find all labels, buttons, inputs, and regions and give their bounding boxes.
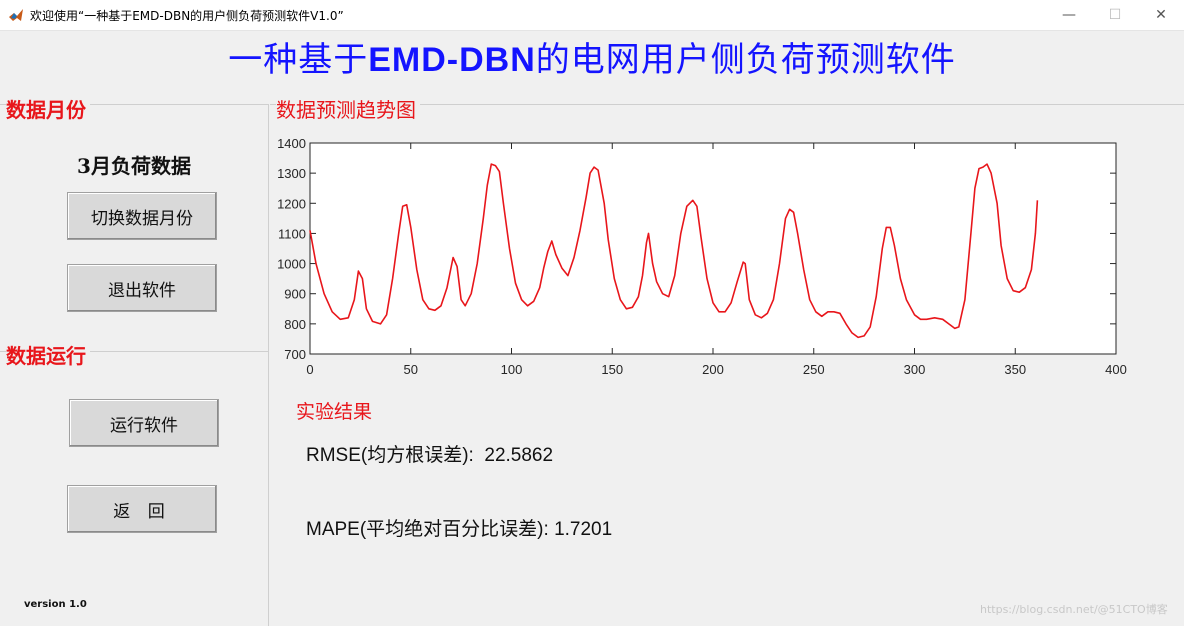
trend-section-label: 数据预测趋势图 — [276, 94, 420, 123]
x-tick-label: 200 — [702, 362, 724, 377]
run-section-label: 数据运行 — [6, 340, 90, 369]
app-heading-post: 的电网用户侧负荷预测软件 — [535, 40, 956, 80]
results-title: 实验结果 — [296, 401, 373, 423]
y-tick-label: 900 — [284, 287, 306, 302]
window-title: 欢迎使用“一种基于EMD-DBN的用户侧负荷预测软件V1.0” — [30, 9, 344, 23]
month-section-label: 数据月份 — [6, 94, 90, 123]
rmse-label: RMSE(均方根误差): — [306, 445, 474, 466]
y-tick-label: 1300 — [277, 166, 306, 181]
current-month-text: 3月负荷数据 — [77, 154, 191, 178]
back-button[interactable]: 返 回 — [67, 485, 217, 533]
maximize-icon[interactable]: ☐ — [1108, 7, 1122, 23]
forecast-chart-svg: 0 50 100 150 200 250 300 350 400 700 800 900 1000 110… — [277, 136, 1127, 377]
x-tick-label: 100 — [501, 362, 523, 377]
x-tick-label: 150 — [601, 362, 623, 377]
switch-month-button[interactable]: 切换数据月份 — [67, 192, 217, 240]
y-tick-label: 1200 — [277, 196, 306, 211]
run-panel — [0, 351, 269, 626]
watermark: https://blog.csdn.net/@51CTO博客 — [980, 603, 1168, 616]
plot-area — [309, 142, 1117, 355]
y-tick-label: 1100 — [278, 226, 306, 241]
close-icon[interactable]: ✕ — [1155, 7, 1167, 23]
y-tick-label: 1000 — [277, 257, 306, 272]
x-tick-label: 350 — [1004, 362, 1026, 377]
month-panel — [0, 104, 269, 351]
forecast-series-line — [309, 163, 1039, 339]
y-tick-label: 1400 — [277, 136, 306, 151]
y-tick-label: 700 — [284, 347, 306, 362]
run-software-button[interactable]: 运行软件 — [69, 399, 219, 447]
forecast-chart: 0 50 100 150 200 250 300 350 400 700 800 900 1000 110… — [270, 130, 1170, 380]
version-label: version 1.0 — [24, 599, 87, 610]
rmse-value: 22.5862 — [484, 445, 554, 466]
rmse-line: RMSE(均方根误差): 22.5862 — [306, 440, 553, 467]
window-titlebar: 欢迎使用“一种基于EMD-DBN的用户侧负荷预测软件V1.0” — ☐ ✕ — [0, 0, 1184, 31]
y-tick-label: 800 — [284, 317, 306, 332]
app-heading: 一种基于EMD-DBN的电网用户侧负荷预测软件 — [0, 32, 1184, 80]
x-tick-label: 0 — [306, 362, 313, 377]
exit-software-button[interactable]: 退出软件 — [67, 264, 217, 312]
app-heading-pre: 一种基于 — [228, 40, 369, 80]
mape-value: 1.7201 — [554, 519, 613, 540]
x-tick-label: 300 — [904, 362, 926, 377]
mape-line: MAPE(平均绝对百分比误差): 1.7201 — [306, 514, 612, 541]
x-tick-label: 50 — [404, 362, 418, 377]
matlab-app-icon — [9, 9, 23, 21]
x-tick-label: 250 — [803, 362, 825, 377]
mape-label: MAPE(平均绝对百分比误差): — [306, 519, 549, 540]
minimize-icon[interactable]: — — [1062, 7, 1076, 23]
trend-panel — [270, 104, 1184, 626]
x-tick-label: 400 — [1105, 362, 1127, 377]
app-heading-bold: EMD-DBN — [368, 41, 536, 79]
